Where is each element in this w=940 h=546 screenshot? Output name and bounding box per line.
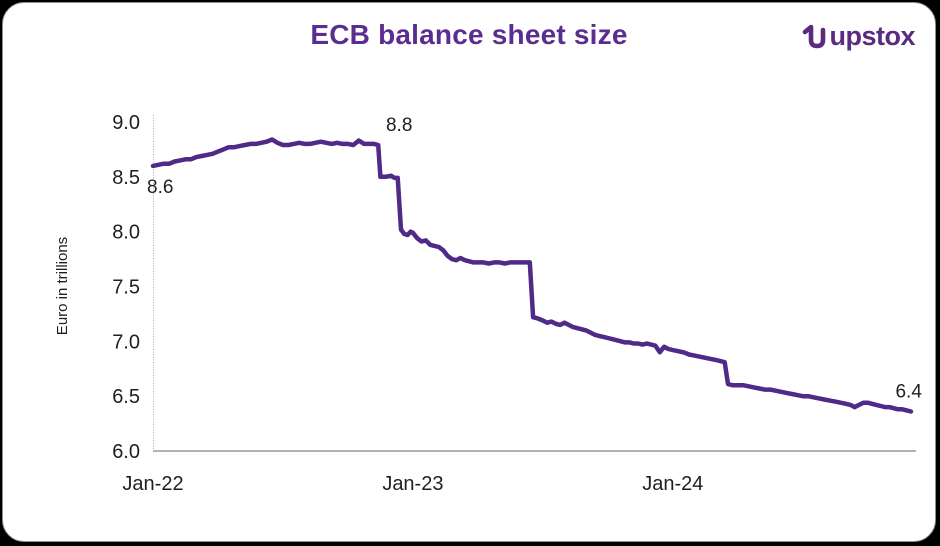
y-axis-title: Euro in trillions [54, 237, 71, 335]
y-tick-label: 6.5 [112, 386, 140, 408]
annotation-peak-value: 8.8 [386, 115, 412, 136]
upstox-logo: upstox [802, 21, 915, 52]
x-tick-label: Jan-22 [122, 473, 183, 495]
y-tick-label: 7.0 [112, 331, 140, 353]
balance-sheet-line [150, 137, 914, 414]
y-tick-label: 6.0 [112, 441, 140, 463]
data-annotations: 8.6 8.8 6.4 [147, 115, 922, 402]
y-tick-label: 7.5 [112, 277, 140, 299]
y-tick-label: 8.0 [112, 222, 140, 244]
y-tick-label: 9.0 [112, 112, 140, 134]
line-chart: 9.0 8.5 8.0 7.5 7.0 6.5 6.0 Jan-22 Jan-2… [54, 112, 922, 495]
upstox-logo-mark-icon [803, 24, 826, 48]
y-axis-tick-labels: 9.0 8.5 8.0 7.5 7.0 6.5 6.0 [112, 112, 140, 463]
upstox-logo-text: upstox [829, 21, 915, 51]
chart-title: ECB balance sheet size [310, 19, 628, 50]
x-axis-tick-labels: Jan-22 Jan-23 Jan-24 [122, 473, 703, 495]
x-tick-label: Jan-24 [642, 473, 703, 495]
annotation-end-value: 6.4 [895, 381, 922, 402]
x-tick-label: Jan-23 [382, 473, 443, 495]
y-tick-label: 8.5 [112, 167, 140, 189]
annotation-start-value: 8.6 [147, 177, 173, 198]
